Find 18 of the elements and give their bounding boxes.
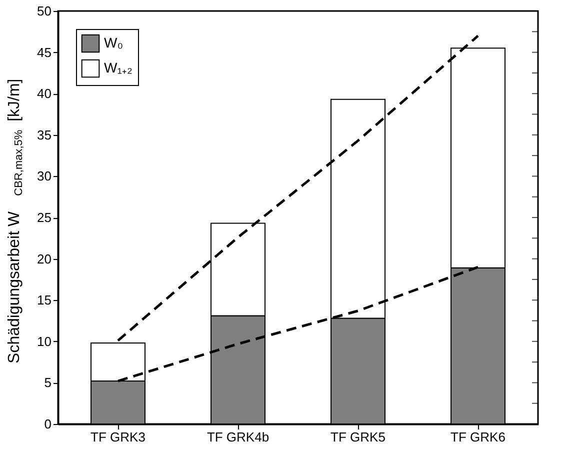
y-tick-label: 40 — [37, 86, 52, 102]
x-tick-label: TF GRK6 — [450, 430, 506, 444]
x-tick-label: TF GRK3 — [90, 430, 146, 444]
legend-label: W₁₊₂ — [104, 60, 132, 76]
y-axis-title: Schädigungsarbeit WCBR,max,5% [kJ/m] — [6, 78, 25, 364]
y-tick-label: 45 — [37, 44, 52, 60]
x-tick-label: TF GRK5 — [330, 430, 386, 444]
y-tick-label: 25 — [37, 210, 52, 225]
y-tick-label: 35 — [37, 127, 52, 142]
y-tick-label: 5 — [44, 375, 52, 390]
y-tick-label: 0 — [44, 416, 52, 432]
y-tick-label: 50 — [37, 4, 52, 18]
y-tick-label: 15 — [37, 292, 52, 308]
y-tick-label: 10 — [37, 334, 52, 349]
y-tick-label: 20 — [37, 251, 52, 266]
y-tick-label: 30 — [37, 168, 52, 184]
legend-label: W₀ — [104, 34, 124, 50]
x-tick-label: TF GRK4b — [206, 430, 270, 444]
